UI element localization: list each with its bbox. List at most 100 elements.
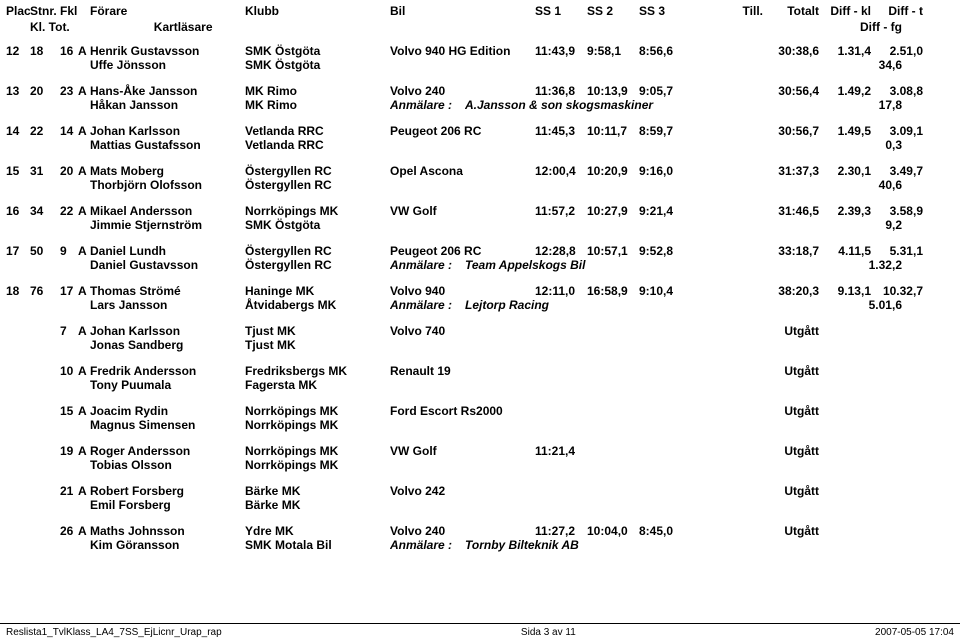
cell-club2: Åtvidabergs MK	[245, 298, 390, 312]
table-header-row: Plac. Stnr. Fkl Förare Klubb Bil SS 1 SS…	[0, 0, 960, 20]
result-subrow: Mattias GustafssonVetlanda RRC0,3	[0, 138, 960, 160]
spacer	[6, 498, 90, 512]
spacer	[6, 458, 90, 472]
cell-codriver: Tony Puumala	[90, 378, 245, 392]
cell-ss2: 16:58,9	[587, 284, 639, 298]
cell-car: VW Golf	[390, 204, 535, 218]
cell-club: MK Rimo	[245, 84, 390, 98]
cell-plac: 15	[6, 164, 30, 178]
cell-anmalare	[465, 378, 691, 392]
cell-fkl: 16	[60, 44, 78, 58]
cell-fkl: 22	[60, 204, 78, 218]
cell-anmalare	[465, 418, 691, 432]
result-subrow: Kim GöranssonSMK Motala BilAnmälare :Tor…	[0, 538, 960, 560]
cell-club2: Fagersta MK	[245, 378, 390, 392]
anmalare-label: Anmälare :	[390, 538, 465, 552]
cell-codriver: Lars Jansson	[90, 298, 245, 312]
anmalare-label	[390, 498, 465, 512]
cell-till	[691, 124, 763, 138]
cell-klass: A	[78, 524, 90, 538]
cell-plac: 18	[6, 284, 30, 298]
cell-till	[691, 244, 763, 258]
cell-ss1: 11:27,2	[535, 524, 587, 538]
cell-ss2: 10:20,9	[587, 164, 639, 178]
cell-car: Ford Escort Rs2000	[390, 404, 535, 418]
cell-codriver: Mattias Gustafsson	[90, 138, 245, 152]
cell-fkl: 9	[60, 244, 78, 258]
cell-totalt: Utgått	[763, 404, 819, 418]
col-ss3: SS 3	[639, 4, 691, 18]
col-fkl: Fkl	[60, 4, 90, 18]
cell-car: Peugeot 206 RC	[390, 244, 535, 258]
anmalare-label	[390, 458, 465, 472]
cell-car: Renault 19	[390, 364, 535, 378]
cell-ss2: 10:57,1	[587, 244, 639, 258]
cell-club: Östergyllen RC	[245, 244, 390, 258]
cell-klass: A	[78, 164, 90, 178]
cell-ss3	[639, 444, 691, 458]
cell-ss2	[587, 404, 639, 418]
cell-stnr	[30, 524, 60, 538]
col-kltot: Kl. Tot.	[30, 20, 70, 34]
cell-difft: 3.49,7	[871, 164, 923, 178]
result-row: 153120AMats MobergÖstergyllen RCOpel Asc…	[0, 160, 960, 178]
cell-ss1	[535, 404, 587, 418]
cell-ss1: 11:43,9	[535, 44, 587, 58]
cell-till	[691, 84, 763, 98]
result-subrow: Daniel GustavssonÖstergyllen RCAnmälare …	[0, 258, 960, 280]
cell-club2: Östergyllen RC	[245, 178, 390, 192]
cell-klass: A	[78, 204, 90, 218]
cell-driver: Joacim Rydin	[90, 404, 245, 418]
cell-ss2	[587, 484, 639, 498]
cell-stnr: 20	[30, 84, 60, 98]
cell-diffkl	[819, 524, 871, 538]
cell-car: Volvo 240	[390, 524, 535, 538]
cell-anmalare	[465, 218, 691, 232]
cell-car: Peugeot 206 RC	[390, 124, 535, 138]
cell-klass: A	[78, 364, 90, 378]
cell-klass: A	[78, 404, 90, 418]
cell-ss1: 12:28,8	[535, 244, 587, 258]
result-subrow: Lars JanssonÅtvidabergs MKAnmälare :Lejt…	[0, 298, 960, 320]
cell-stnr: 31	[30, 164, 60, 178]
cell-difft: 5.31,1	[871, 244, 923, 258]
cell-club2: Norrköpings MK	[245, 458, 390, 472]
cell-driver: Johan Karlsson	[90, 124, 245, 138]
cell-anmalare	[465, 458, 691, 472]
col-totalt: Totalt	[763, 4, 819, 18]
cell-ss1	[535, 484, 587, 498]
cell-klass: A	[78, 124, 90, 138]
cell-ss3	[639, 404, 691, 418]
cell-stnr: 34	[30, 204, 60, 218]
cell-club: Ydre MK	[245, 524, 390, 538]
cell-codriver: Jonas Sandberg	[90, 338, 245, 352]
cell-difft: 2.51,0	[871, 44, 923, 58]
cell-diffkl: 1.49,2	[819, 84, 871, 98]
cell-totalt: 30:56,7	[763, 124, 819, 138]
cell-plac	[6, 444, 30, 458]
cell-fkl: 19	[60, 444, 78, 458]
result-row: 7AJohan KarlssonTjust MKVolvo 740Utgått	[0, 320, 960, 338]
cell-car: Volvo 940 HG Edition	[390, 44, 535, 58]
cell-driver: Johan Karlsson	[90, 324, 245, 338]
cell-stnr: 18	[30, 44, 60, 58]
col-ss2: SS 2	[587, 4, 639, 18]
cell-driver: Robert Forsberg	[90, 484, 245, 498]
cell-ss3: 9:05,7	[639, 84, 691, 98]
cell-plac	[6, 524, 30, 538]
cell-driver: Fredrik Andersson	[90, 364, 245, 378]
footer-right: 2007-05-05 17:04	[875, 627, 954, 638]
cell-diffkl: 1.31,4	[819, 44, 871, 58]
cell-difffg	[691, 378, 954, 392]
cell-club: Haninge MK	[245, 284, 390, 298]
anmalare-label	[390, 218, 465, 232]
cell-car: Opel Ascona	[390, 164, 535, 178]
result-row: 26AMaths JohnssonYdre MKVolvo 24011:27,2…	[0, 520, 960, 538]
anmalare-label	[390, 378, 465, 392]
cell-club: Bärke MK	[245, 484, 390, 498]
cell-plac: 13	[6, 84, 30, 98]
cell-ss1: 12:00,4	[535, 164, 587, 178]
cell-codriver: Håkan Jansson	[90, 98, 245, 112]
cell-totalt: 33:18,7	[763, 244, 819, 258]
cell-till	[691, 204, 763, 218]
